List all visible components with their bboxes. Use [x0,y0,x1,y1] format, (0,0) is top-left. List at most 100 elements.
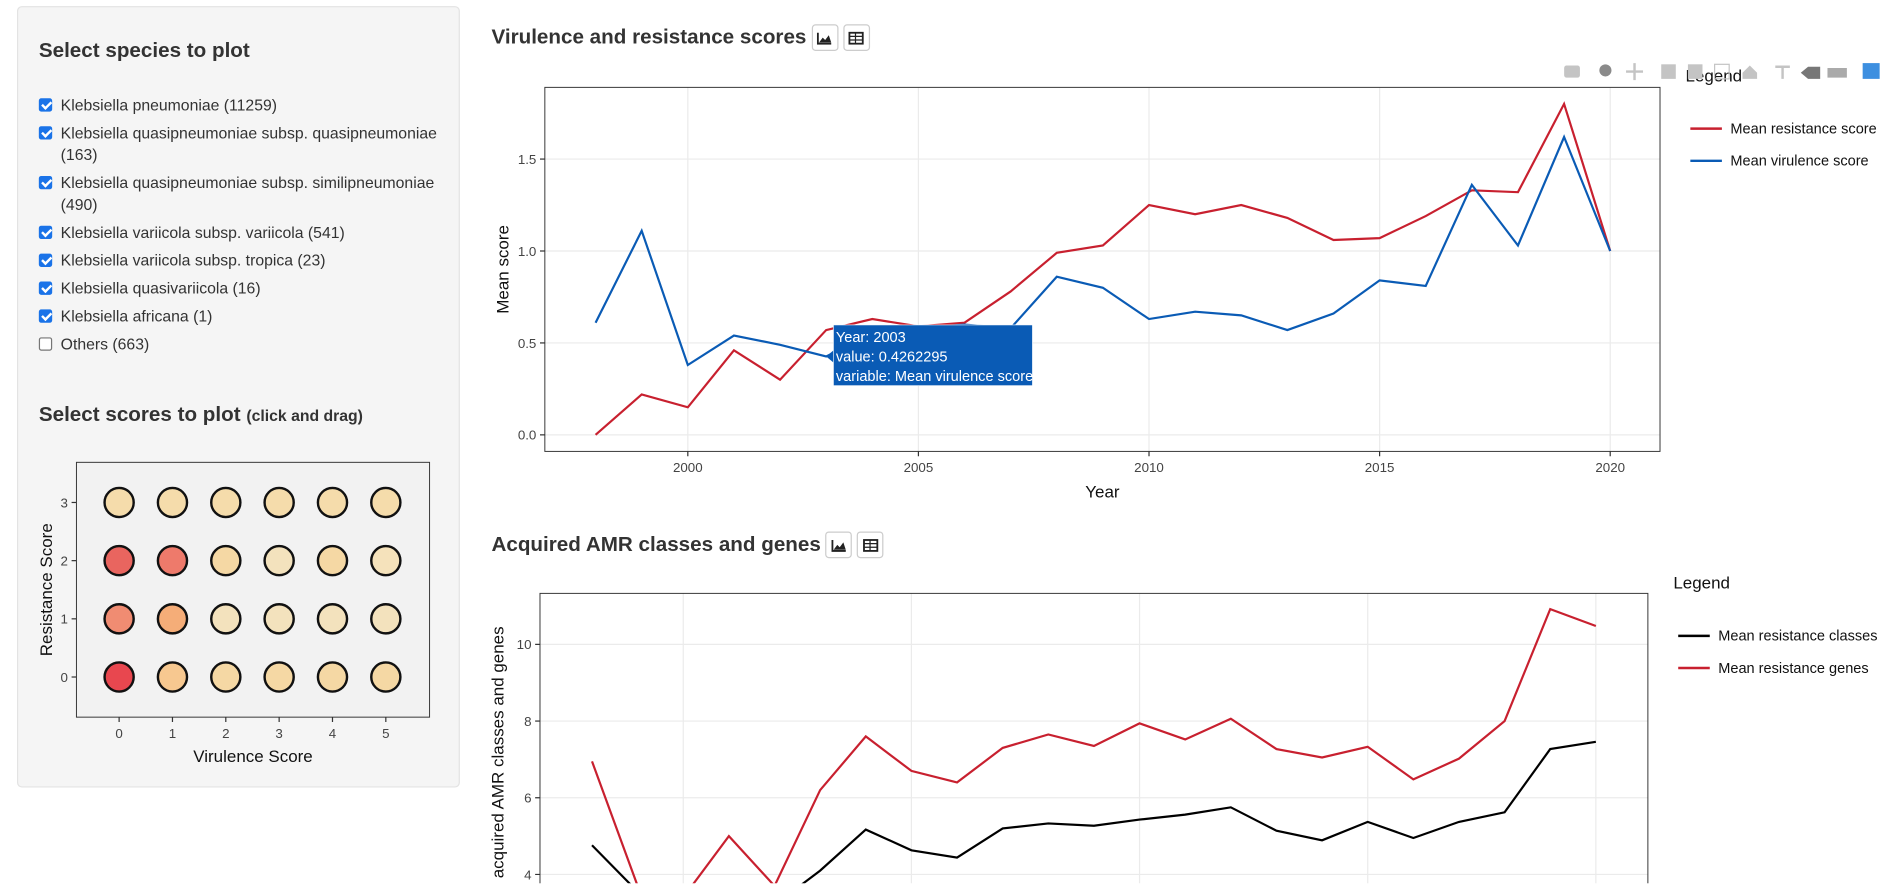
scores-title: Select scores to plot [38,402,241,426]
scores-heading: Select scores to plot (click and drag) [39,403,363,427]
x-tick-label: 2 [222,726,229,741]
species-option[interactable]: Klebsiella quasivariicola (16) [38,278,439,300]
score-point[interactable] [103,486,135,519]
zoom-out-icon[interactable] [1687,64,1703,79]
y-tick-label: 1 [61,612,68,627]
score-point[interactable] [263,544,295,577]
score-point[interactable] [156,486,189,519]
score-point[interactable] [370,603,402,635]
score-point[interactable] [263,661,295,693]
series-line [590,607,1597,884]
x-tick-label: 2005 [904,460,934,475]
section-header: Acquired AMR classes and genes [491,531,884,559]
checkbox[interactable] [38,225,53,240]
chart-view-button[interactable] [825,531,853,559]
section-title: Virulence and resistance scores [491,25,807,49]
species-option[interactable]: Others (663) [38,334,439,356]
zoom-in-icon[interactable] [1661,64,1676,79]
species-label: Klebsiella africana (1) [60,307,213,326]
plot-border [539,592,1649,884]
plot-border [544,86,1661,452]
x-axis-title: Virulence Score [193,747,312,766]
section-title: Acquired AMR classes and genes [491,532,821,556]
y-tick-label: 0 [61,670,68,685]
x-tick-label: 1 [169,726,176,741]
y-axis-title: Resistance Score [37,523,56,656]
y-tick-label: 1.0 [518,244,537,259]
checkbox[interactable] [38,337,53,351]
chart-view-button[interactable] [811,24,838,51]
species-option[interactable]: Klebsiella pneumoniae (11259) [38,95,439,117]
zoom-icon[interactable] [1599,64,1612,77]
table-view-button[interactable] [842,24,870,51]
series-line [594,101,1612,436]
table-view-button[interactable] [857,531,884,559]
score-point[interactable] [103,661,135,693]
section-header: Virulence and resistance scores [491,24,870,51]
score-point[interactable] [316,544,349,577]
score-point[interactable] [103,603,135,635]
x-tick-label: 0 [115,726,122,741]
species-label: Klebsiella quasipneumoniae subsp. quasip… [60,123,437,164]
y-axis-title: acquired AMR classes and genes [489,626,508,878]
score-point[interactable] [263,603,295,635]
species-option[interactable]: Klebsiella variicola subsp. tropica (23) [38,250,439,272]
score-point[interactable] [156,661,189,693]
modebar [1564,63,1880,81]
reset-icon[interactable] [1742,65,1758,79]
species-option[interactable]: Klebsiella variicola subsp. variicola (5… [38,222,439,244]
species-heading: Select species to plot [38,38,250,62]
score-point[interactable] [316,661,349,693]
autoscale-icon[interactable] [1714,63,1730,80]
pan-icon[interactable] [1626,63,1644,81]
species-option[interactable]: Klebsiella quasipneumoniae subsp. quasip… [38,123,439,167]
species-label: Others (663) [60,334,150,354]
score-point[interactable] [156,603,189,635]
legend-label: Mean resistance score [1730,121,1876,137]
score-point[interactable] [103,544,135,577]
y-tick-label: 8 [524,714,531,729]
x-tick-label: 2020 [1595,460,1625,475]
plot-area [544,87,1661,452]
camera-icon[interactable] [1564,65,1580,78]
series-line [594,134,1612,367]
tooltip-text: variable: Mean virulence score [836,369,1033,385]
y-tick-label: 0.5 [518,336,537,351]
score-point[interactable] [316,603,349,635]
score-point[interactable] [370,544,402,577]
checkbox[interactable] [38,175,53,190]
tooltip-text: Year: 2003 [836,330,906,346]
tooltip-text: value: 0.4262295 [836,349,948,365]
score-point[interactable] [210,661,242,693]
hover-compare-icon[interactable] [1827,67,1847,78]
x-tick-label: 3 [275,726,282,741]
score-point[interactable] [263,486,295,519]
score-point[interactable] [210,544,242,577]
checkbox[interactable] [38,98,53,112]
x-tick-label: 2000 [673,460,703,475]
hover-closest-icon[interactable] [1800,66,1821,79]
score-point[interactable] [316,486,349,519]
plotly-logo[interactable] [1862,63,1880,79]
score-point[interactable] [210,486,242,519]
checkbox[interactable] [38,126,53,140]
score-point[interactable] [210,603,242,635]
x-tick-label: 5 [382,726,389,741]
species-option[interactable]: Klebsiella africana (1) [38,306,439,328]
score-point[interactable] [156,544,189,577]
species-option[interactable]: Klebsiella quasipneumoniae subsp. simili… [38,172,439,216]
y-tick-label: 1.5 [518,152,537,167]
score-point[interactable] [370,486,402,519]
y-tick-label: 0.0 [518,428,537,443]
x-tick-label: 4 [329,726,337,741]
species-label: Klebsiella variicola subsp. tropica (23) [60,251,326,270]
species-label: Klebsiella pneumoniae (11259) [60,95,278,115]
checkbox[interactable] [38,309,53,323]
legend-label: Mean resistance classes [1718,629,1877,645]
checkbox[interactable] [38,253,53,267]
legend-title: Legend [1673,574,1730,593]
checkbox[interactable] [38,281,53,295]
score-point[interactable] [370,661,402,693]
species-label: Klebsiella quasivariicola (16) [60,279,261,298]
spike-icon[interactable] [1775,65,1790,79]
